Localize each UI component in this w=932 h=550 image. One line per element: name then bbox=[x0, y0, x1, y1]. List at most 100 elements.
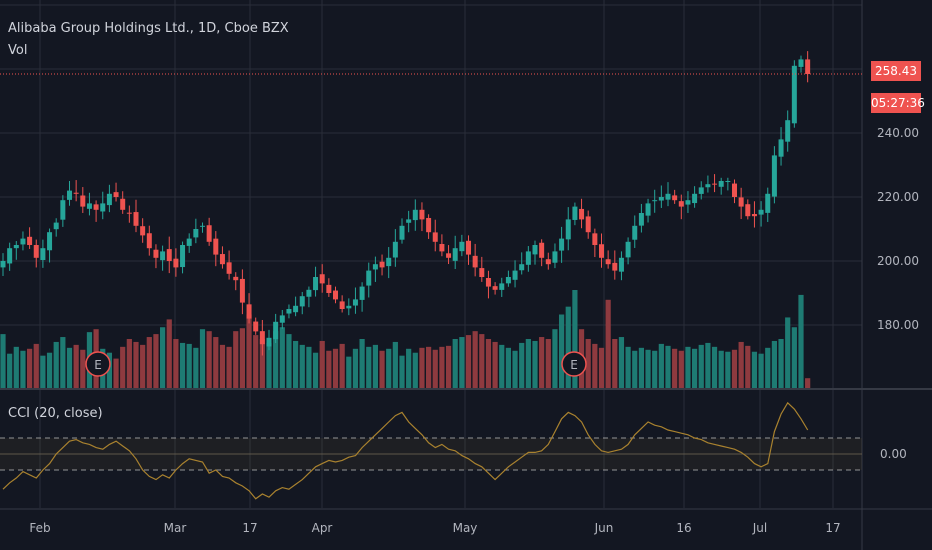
candle-body bbox=[426, 217, 432, 233]
candle-body bbox=[658, 197, 664, 201]
volume-bar bbox=[552, 329, 558, 388]
volume-bar bbox=[612, 339, 618, 388]
symbol-title[interactable]: Alibaba Group Holdings Ltd., 1D, Cboe BZ… bbox=[8, 21, 289, 36]
volume-bar bbox=[279, 327, 285, 388]
candle-body bbox=[791, 65, 797, 124]
volume-bar bbox=[253, 335, 259, 388]
candle-body bbox=[499, 283, 505, 290]
candle-body bbox=[452, 248, 458, 261]
candle-body bbox=[180, 245, 186, 268]
volume-bar bbox=[512, 350, 518, 388]
volume-bar bbox=[319, 340, 325, 388]
candle-body bbox=[525, 251, 531, 265]
volume-bar bbox=[559, 314, 565, 388]
candle-body bbox=[572, 206, 578, 220]
volume-bar bbox=[465, 335, 472, 388]
candle-body bbox=[279, 315, 285, 323]
cci-indicator-label[interactable]: CCI (20, close) bbox=[8, 406, 103, 421]
volume-bar bbox=[179, 342, 186, 388]
candle-body bbox=[718, 181, 724, 187]
candle-body bbox=[392, 241, 398, 258]
volume-bar bbox=[293, 340, 299, 388]
candle-body bbox=[86, 203, 92, 209]
candle-body bbox=[446, 253, 452, 258]
candle-body bbox=[785, 120, 791, 142]
candle-body bbox=[605, 259, 611, 265]
candle-body bbox=[93, 204, 99, 210]
candle-body bbox=[173, 258, 179, 268]
earnings-marker[interactable]: E bbox=[561, 351, 587, 377]
volume-bar bbox=[532, 340, 538, 388]
candle-body bbox=[160, 251, 166, 261]
candle-body bbox=[27, 236, 33, 245]
volume-bar bbox=[771, 340, 777, 388]
volume-bar bbox=[406, 348, 412, 388]
volume-bar bbox=[153, 334, 159, 388]
volume-bar bbox=[618, 337, 625, 388]
earnings-marker[interactable]: E bbox=[85, 351, 111, 377]
cci-tick-label: 0.00 bbox=[880, 447, 907, 461]
candle-body bbox=[672, 195, 678, 201]
candle-body bbox=[771, 155, 777, 197]
candle-body bbox=[47, 232, 53, 251]
volume-bar bbox=[598, 347, 605, 388]
volume-bar bbox=[738, 341, 744, 388]
volume-bar bbox=[652, 350, 658, 388]
candle-body bbox=[299, 296, 305, 307]
axes: 180.00200.00220.00240.00260.000.00FebMar… bbox=[29, 62, 919, 535]
volume-bar bbox=[133, 341, 139, 388]
volume-bar bbox=[233, 331, 239, 388]
candle-body bbox=[406, 219, 412, 223]
candle-body bbox=[266, 337, 272, 347]
volume-bar bbox=[472, 331, 478, 388]
volume-bar bbox=[505, 347, 511, 388]
candle-body bbox=[419, 209, 425, 220]
candle-body bbox=[233, 276, 239, 281]
candle-body bbox=[532, 245, 538, 255]
volume-bar bbox=[399, 355, 405, 388]
volume-bar bbox=[798, 294, 804, 388]
candle-body bbox=[599, 244, 604, 258]
candle-body bbox=[319, 274, 325, 284]
candle-body bbox=[106, 193, 112, 206]
candle-body bbox=[386, 257, 392, 267]
volume-bar bbox=[632, 350, 638, 388]
candle-body bbox=[366, 270, 372, 286]
candle-body bbox=[399, 225, 405, 240]
last-price-tag: 258.43 bbox=[871, 61, 921, 81]
candle-body bbox=[778, 139, 784, 157]
candle-body bbox=[725, 181, 731, 182]
volume-bar bbox=[426, 346, 432, 388]
volume-bar bbox=[40, 355, 46, 388]
volume-bar bbox=[445, 345, 452, 388]
candle-body bbox=[579, 208, 585, 220]
price-tick-label: 220.00 bbox=[877, 190, 919, 204]
volume-bar bbox=[346, 356, 352, 388]
cci-line bbox=[2, 401, 809, 500]
time-tick-label: Mar bbox=[164, 521, 187, 535]
candle-body bbox=[479, 268, 485, 277]
volume-bar bbox=[459, 337, 465, 388]
candle-body bbox=[186, 238, 192, 246]
candle-body bbox=[539, 242, 545, 258]
volume-bar bbox=[785, 317, 791, 388]
candle-body bbox=[120, 198, 126, 210]
candle-body bbox=[379, 261, 385, 268]
candle-body bbox=[692, 193, 698, 204]
volume-bar bbox=[379, 350, 385, 388]
volume-bar bbox=[386, 348, 392, 388]
volume-label[interactable]: Vol bbox=[8, 43, 28, 58]
candle-body bbox=[698, 187, 704, 194]
time-tick-label: Feb bbox=[29, 521, 50, 535]
candle-body bbox=[259, 331, 265, 345]
volume-bars bbox=[0, 290, 811, 388]
candle-body bbox=[758, 209, 764, 215]
volume-bar bbox=[711, 346, 718, 388]
volume-bar bbox=[685, 346, 691, 388]
volume-bar bbox=[27, 348, 33, 388]
candle-body bbox=[0, 261, 6, 268]
volume-bar bbox=[53, 341, 59, 388]
volume-bar bbox=[13, 346, 19, 388]
